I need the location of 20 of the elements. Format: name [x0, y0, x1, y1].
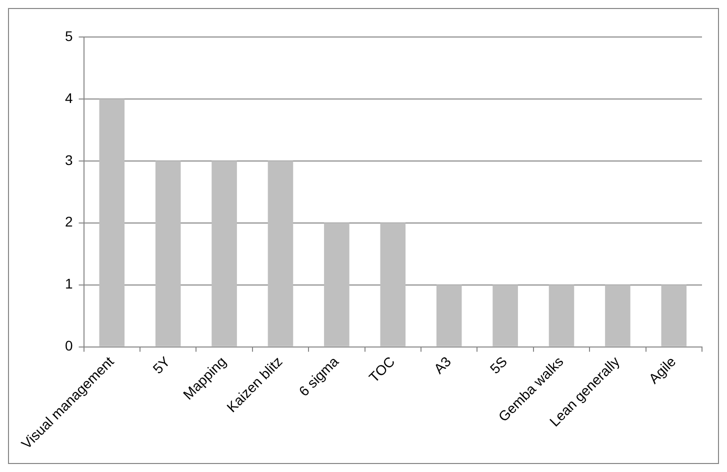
bar: [380, 222, 406, 346]
y-tick-label: 5: [64, 28, 73, 44]
x-tick-label: 5Y: [150, 352, 174, 377]
y-tick-label: 2: [64, 214, 73, 230]
bar: [155, 160, 181, 346]
bar: [661, 284, 687, 346]
y-tick-label: 0: [64, 338, 73, 354]
y-tick-label: 1: [64, 276, 73, 292]
x-tick-label: A3: [430, 353, 454, 377]
bar: [324, 222, 350, 346]
bar: [212, 160, 237, 346]
bar: [605, 284, 630, 346]
bar: [268, 160, 294, 346]
y-tick-label: 3: [64, 152, 73, 168]
bar: [492, 284, 518, 346]
bar: [548, 284, 574, 346]
bar: [99, 98, 125, 346]
y-tick-label: 4: [64, 90, 73, 106]
x-tick-label: 5S: [486, 353, 510, 377]
bar: [436, 284, 462, 346]
